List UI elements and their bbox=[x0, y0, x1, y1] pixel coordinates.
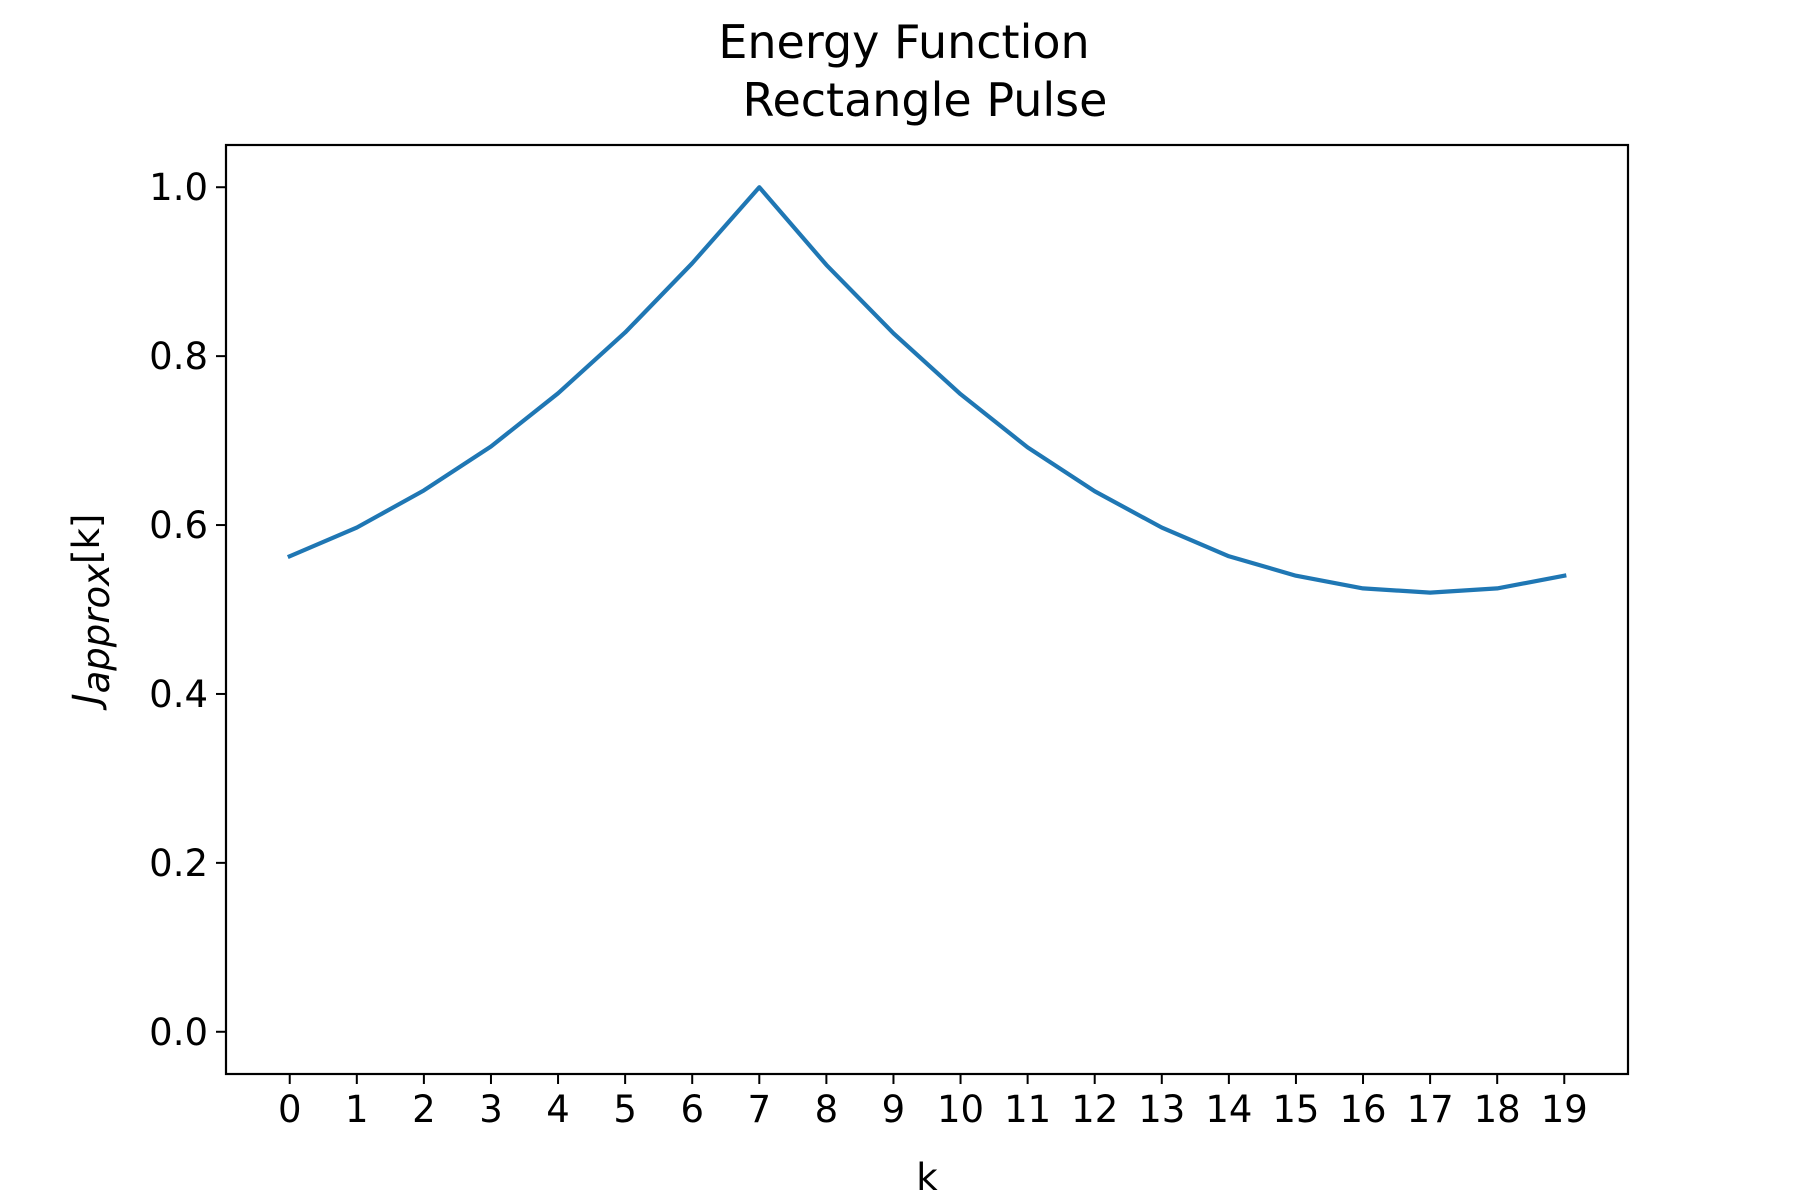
svg-text:Japprox[k]: Japprox[k] bbox=[65, 514, 118, 712]
x-tick-label: 3 bbox=[479, 1088, 503, 1131]
x-tick-label: 6 bbox=[680, 1088, 704, 1131]
y-tick-label: 1.0 bbox=[149, 166, 208, 209]
x-tick-label: 16 bbox=[1339, 1088, 1386, 1131]
x-tick-label: 17 bbox=[1407, 1088, 1454, 1131]
x-tick-label: 8 bbox=[815, 1088, 839, 1131]
y-axis-label-suffix: [k] bbox=[65, 514, 108, 564]
y-axis-ticks: 0.0 0.2 0.4 0.6 0.8 1.0 bbox=[149, 166, 226, 1054]
x-tick-label: 7 bbox=[748, 1088, 772, 1131]
y-axis-label: Japprox[k] bbox=[65, 514, 118, 712]
x-tick-label: 15 bbox=[1272, 1088, 1319, 1131]
x-tick-label: 5 bbox=[613, 1088, 637, 1131]
y-axis-label-subscript: approx bbox=[75, 563, 118, 693]
x-tick-label: 12 bbox=[1071, 1088, 1118, 1131]
x-axis-label: k bbox=[916, 1156, 938, 1199]
x-tick-label: 18 bbox=[1474, 1088, 1521, 1131]
y-tick-label: 0.2 bbox=[149, 842, 208, 885]
y-tick-label: 0.6 bbox=[149, 504, 208, 547]
x-tick-label: 14 bbox=[1205, 1088, 1252, 1131]
chart-title: Energy Function bbox=[718, 15, 1089, 69]
plot-frame bbox=[224, 143, 1630, 1076]
x-tick-label: 4 bbox=[546, 1088, 570, 1131]
x-axis-ticks: 0 1 2 3 4 5 6 7 8 9 10 11 12 13 14 15 16 17 18 19 bbox=[278, 1074, 1588, 1131]
series-line bbox=[286, 185, 1567, 595]
x-tick-label: 13 bbox=[1138, 1088, 1185, 1131]
y-tick-label: 0.0 bbox=[149, 1011, 208, 1054]
chart-subtitle: Rectangle Pulse bbox=[743, 73, 1108, 127]
y-tick-label: 0.4 bbox=[149, 673, 208, 716]
x-tick-label: 0 bbox=[278, 1088, 302, 1131]
series-group bbox=[286, 185, 1567, 595]
y-tick-label: 0.8 bbox=[149, 335, 208, 378]
x-tick-label: 19 bbox=[1541, 1088, 1588, 1131]
x-tick-label: 10 bbox=[937, 1088, 984, 1131]
x-tick-label: 11 bbox=[1004, 1088, 1051, 1131]
x-tick-label: 1 bbox=[345, 1088, 369, 1131]
x-tick-label: 2 bbox=[412, 1088, 436, 1131]
x-tick-label: 9 bbox=[882, 1088, 906, 1131]
